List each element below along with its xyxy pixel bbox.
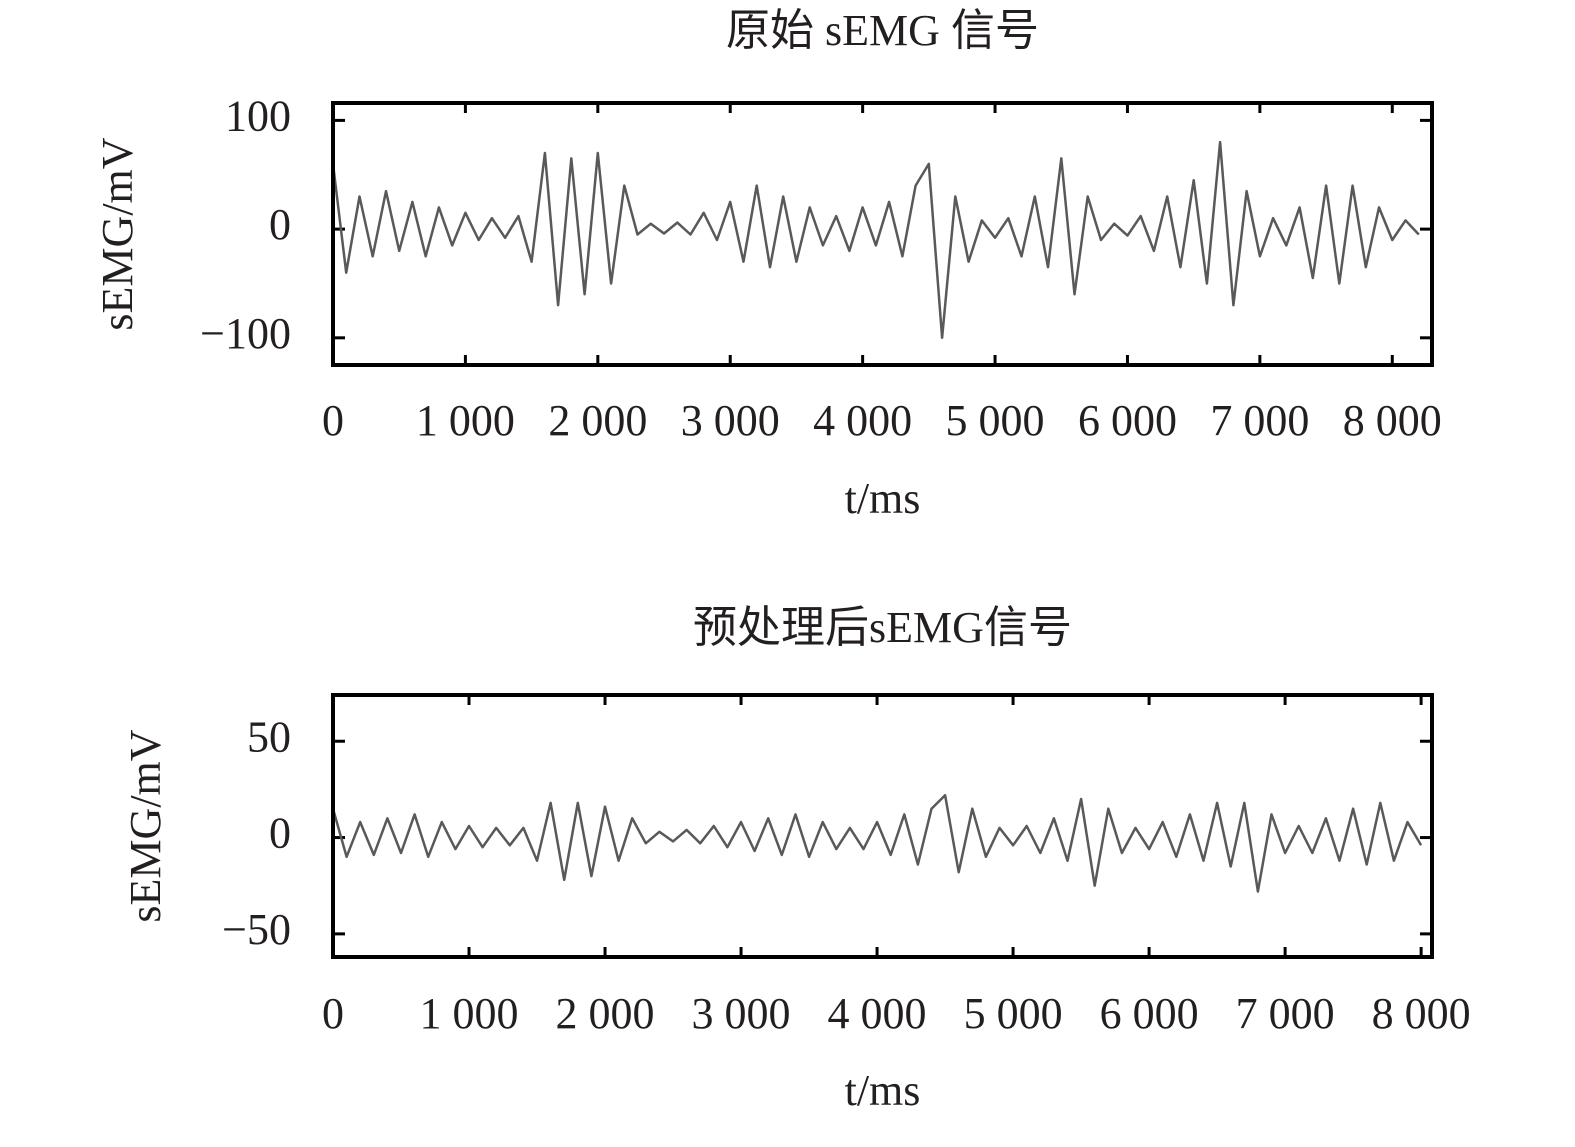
- chart-title: 预处理后sEMG信号: [693, 603, 1072, 652]
- x-axis-label: t/ms: [845, 1066, 921, 1115]
- y-tick-label: 100: [225, 91, 291, 140]
- x-tick-label: 2 000: [556, 989, 655, 1038]
- x-tick-label: 7 000: [1236, 989, 1335, 1038]
- x-tick-label: 7 000: [1210, 396, 1309, 445]
- signal-line: [331, 793, 1423, 893]
- signal-line: [331, 140, 1420, 340]
- x-axis-label: t/ms: [845, 474, 921, 523]
- axes-frame: [331, 101, 1434, 367]
- x-tick-label: 4 000: [828, 989, 927, 1038]
- x-tick-label: 5 000: [946, 396, 1045, 445]
- x-tick-label: 3 000: [692, 989, 791, 1038]
- x-tick-label: 0: [322, 396, 344, 445]
- x-tick-label: 1 000: [416, 396, 515, 445]
- x-tick-label: 8 000: [1343, 396, 1442, 445]
- y-axis-label: sEMG/mV: [93, 137, 142, 330]
- y-tick-label: 0: [269, 200, 291, 249]
- x-tick-label: 6 000: [1078, 396, 1177, 445]
- x-tick-label: 8 000: [1372, 989, 1471, 1038]
- y-tick-label: 0: [269, 809, 291, 858]
- y-tick-label: −50: [222, 905, 291, 954]
- x-tick-label: 0: [322, 989, 344, 1038]
- x-tick-label: 3 000: [681, 396, 780, 445]
- x-tick-label: 6 000: [1100, 989, 1199, 1038]
- x-tick-label: 2 000: [548, 396, 647, 445]
- x-tick-label: 4 000: [813, 396, 912, 445]
- x-tick-label: 1 000: [420, 989, 519, 1038]
- y-tick-label: −100: [200, 309, 291, 358]
- axes-frame: [331, 693, 1434, 959]
- chart-title: 原始 sEMG 信号: [726, 6, 1039, 55]
- y-axis-label: sEMG/mV: [121, 729, 170, 922]
- x-tick-label: 5 000: [964, 989, 1063, 1038]
- y-tick-label: 50: [247, 712, 291, 761]
